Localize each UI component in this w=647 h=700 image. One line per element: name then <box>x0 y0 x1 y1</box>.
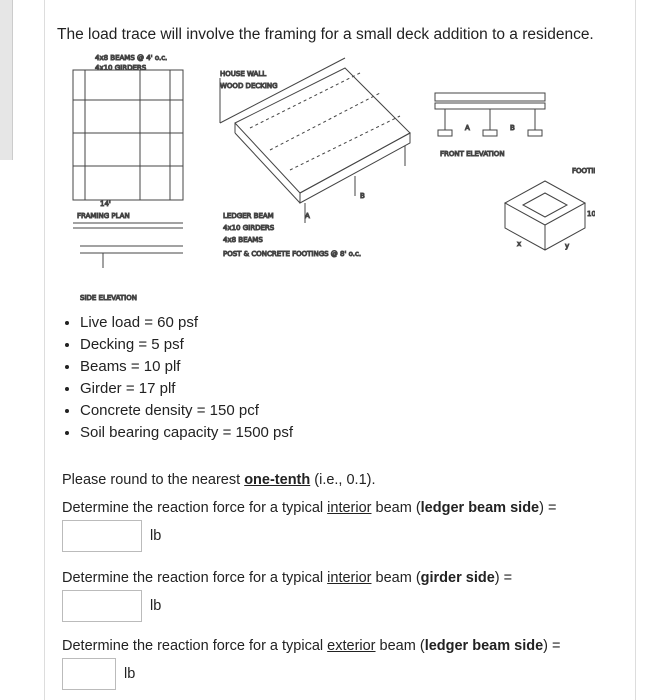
label: 14' <box>100 200 111 208</box>
label: WOOD DECKING <box>220 82 278 90</box>
link: interior <box>327 570 372 586</box>
figure: 4x8 BEAMS @ 4' o.c. 4x10 GIRDERS 14' FRA… <box>72 54 595 303</box>
given: Decking = 5 psf <box>80 334 293 356</box>
deck-isometric <box>219 57 411 223</box>
question: Determine the reaction force for a typic… <box>62 570 512 586</box>
given: Beams = 10 plf <box>80 356 293 378</box>
label: 10" <box>587 210 595 218</box>
label: SIDE ELEVATION <box>80 294 137 302</box>
label: 4x10 GIRDERS <box>223 224 275 232</box>
link: exterior <box>327 638 376 654</box>
text: Determine the reaction force for a typic… <box>62 638 328 654</box>
text: Determine the reaction force for a typic… <box>62 570 328 586</box>
emphasis: ledger beam side <box>424 638 544 654</box>
label: B <box>360 192 365 200</box>
answer-input[interactable] <box>62 590 142 622</box>
label: 4x10 GIRDERS <box>95 64 147 72</box>
label: FOOTING <box>572 167 595 175</box>
label: FRONT ELEVATION <box>440 150 505 158</box>
unit: lb <box>150 598 162 614</box>
text: Please round to the nearest <box>62 472 245 488</box>
given: Live load = 60 psf <box>80 312 293 334</box>
footing-cube <box>503 180 587 251</box>
answer-input[interactable] <box>62 520 142 552</box>
text: ) = <box>494 570 513 586</box>
intro: The load trace will involve the framing … <box>57 26 594 43</box>
text: beam ( <box>371 570 421 586</box>
emphasis: one-tenth <box>244 472 311 488</box>
label: LEDGER BEAM <box>223 212 274 220</box>
link: interior <box>327 500 372 516</box>
text: beam ( <box>375 638 425 654</box>
unit: lb <box>150 528 162 544</box>
label: POST & CONCRETE FOOTINGS @ 8' o.c. <box>223 250 361 258</box>
label: HOUSE WALL <box>220 70 266 78</box>
text: ) = <box>543 638 561 654</box>
emphasis: girder side <box>420 570 495 586</box>
given: Concrete density = 150 pcf <box>80 400 293 422</box>
given: Girder = 17 plf <box>80 378 293 400</box>
text: Determine the reaction force for a typic… <box>62 500 328 516</box>
text: ) = <box>539 500 557 516</box>
label: A <box>465 124 470 132</box>
question-panel <box>44 0 636 700</box>
emphasis: ledger beam side <box>420 500 540 516</box>
question: Determine the reaction force for a typic… <box>62 500 556 516</box>
label: x <box>517 240 521 248</box>
front-elevation <box>434 92 546 137</box>
label: 4x8 BEAMS @ 4' o.c. <box>95 54 167 62</box>
label: 4x8 BEAMS <box>223 236 263 244</box>
instruction: Please round to the nearest one-tenth (i… <box>62 472 376 488</box>
unit: lb <box>124 666 136 682</box>
window-edge <box>0 0 13 160</box>
label: y <box>565 242 569 250</box>
label: A <box>305 212 310 220</box>
text: (i.e., 0.1). <box>310 472 376 488</box>
given: Soil bearing capacity = 1500 psf <box>80 422 293 444</box>
label: FRAMING PLAN <box>77 212 130 220</box>
givens-list: Live load = 60 psfDecking = 5 psfBeams =… <box>58 312 293 444</box>
question: Determine the reaction force for a typic… <box>62 638 560 654</box>
framing-plan <box>72 69 184 268</box>
answer-input[interactable] <box>62 658 116 690</box>
label: B <box>510 124 515 132</box>
text: beam ( <box>371 500 421 516</box>
